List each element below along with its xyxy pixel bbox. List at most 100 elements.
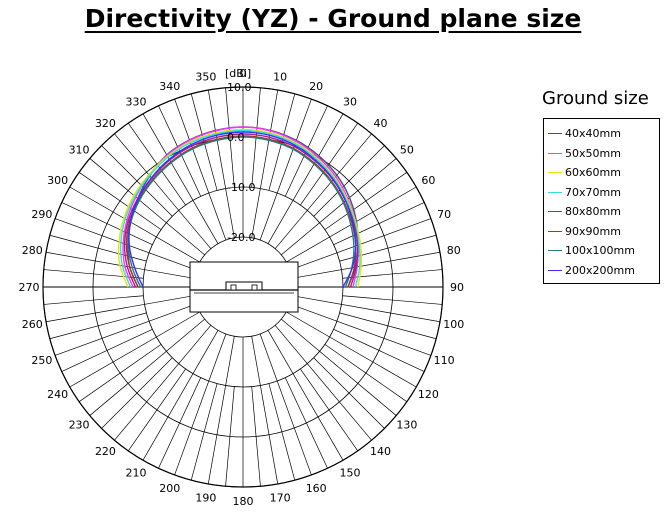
angle-tick-label: 190	[195, 492, 216, 505]
spoke-130	[281, 318, 397, 416]
spoke-50	[281, 158, 397, 256]
angle-tick-label: 290	[31, 208, 52, 221]
angle-tick-label: 10	[273, 70, 287, 83]
spoke-80	[292, 251, 441, 279]
spoke-295	[61, 202, 153, 246]
spoke-235	[78, 344, 162, 403]
spoke-300	[69, 186, 200, 263]
angle-tick-label: 90	[450, 281, 464, 294]
spoke-170	[251, 336, 279, 485]
series-line-2	[117, 128, 363, 288]
ring-label: 0.0	[227, 131, 245, 144]
angle-tick-label: 210	[126, 466, 147, 479]
spoke-175	[251, 386, 261, 487]
legend-item: 90x90mm	[544, 223, 659, 241]
spoke-20	[259, 98, 312, 241]
ring-label: -20.0	[227, 231, 255, 244]
chip-antenna	[225, 281, 263, 291]
spoke-165	[268, 383, 296, 481]
spoke-305	[78, 171, 162, 230]
spoke-65	[333, 202, 425, 246]
spoke-330	[142, 113, 219, 244]
legend-label: 100x100mm	[565, 244, 635, 257]
series-line-7	[128, 131, 357, 288]
spoke-325	[127, 122, 186, 206]
spoke-30	[267, 113, 344, 244]
spoke-120	[286, 311, 417, 388]
angle-tick-label: 230	[69, 419, 90, 432]
spoke-105	[339, 312, 437, 340]
angle-tick-label: 200	[159, 482, 180, 495]
spoke-115	[333, 328, 425, 372]
legend-swatch	[548, 172, 562, 173]
spoke-225	[101, 357, 173, 429]
spoke-230	[89, 318, 205, 416]
spoke-250	[54, 303, 197, 356]
legend-swatch	[548, 191, 562, 193]
angle-tick-label: 140	[370, 445, 391, 458]
spoke-35	[300, 122, 359, 206]
spoke-345	[190, 93, 218, 191]
legend-swatch	[548, 133, 562, 134]
spoke-200	[174, 333, 227, 476]
angle-tick-label: 260	[22, 318, 43, 331]
legend-swatch	[548, 230, 562, 232]
spoke-140	[274, 325, 372, 441]
angle-tick-label: 70	[437, 208, 451, 221]
angle-tick-label: 270	[19, 281, 40, 294]
legend-label: 60x60mm	[565, 166, 621, 179]
spoke-135	[313, 357, 385, 429]
angle-tick-label: 150	[340, 466, 361, 479]
spoke-220	[114, 325, 212, 441]
ring-label: 10.0	[227, 81, 252, 94]
spoke-150	[267, 330, 344, 461]
legend-label: 80x80mm	[565, 205, 621, 218]
spoke-100	[292, 295, 441, 323]
legend-swatch	[548, 152, 562, 154]
spoke-15	[268, 93, 296, 191]
angle-tick-label: 130	[396, 419, 417, 432]
angle-tick-label: 160	[306, 482, 327, 495]
spoke-55	[324, 171, 408, 230]
label-layer: 0 10 20 30 40 50 60 70 80 90 100 110 120 130 140 150 160…	[19, 67, 465, 508]
angle-tick-label: 330	[126, 96, 147, 109]
spoke-195	[190, 383, 218, 481]
spoke-290	[54, 218, 197, 271]
spoke-110	[289, 303, 432, 356]
legend-label: 90x90mm	[565, 224, 621, 238]
spoke-310	[89, 158, 205, 256]
angle-tick-label: 110	[434, 354, 455, 367]
spoke-210	[142, 330, 219, 461]
angle-tick-label: 0	[240, 67, 247, 80]
legend-label: 40x40mm	[565, 127, 621, 140]
angle-tick-label: 50	[400, 143, 414, 156]
angle-tick-label: 350	[195, 70, 216, 83]
spoke-125	[324, 344, 408, 403]
angle-tick-label: 180	[233, 495, 254, 508]
spoke-245	[61, 328, 153, 372]
series-line-3	[119, 129, 361, 288]
spoke-155	[284, 377, 328, 469]
polar-grid	[42, 86, 444, 488]
angle-tick-label: 220	[95, 445, 116, 458]
legend-label: 70x70mm	[565, 185, 621, 199]
ring-label: -10.0	[227, 181, 255, 194]
spoke-340	[174, 98, 227, 241]
angle-tick-label: 60	[421, 174, 435, 187]
spoke-95	[342, 295, 443, 305]
legend-item: 40x40mm	[544, 125, 659, 143]
angle-tick-label: 310	[69, 143, 90, 156]
legend: 40x40mm 50x50mm 60x60mm 70x70mm 80x80mm 90x90…	[543, 118, 660, 284]
spoke-320	[114, 133, 212, 249]
legend-item: 80x80mm	[544, 203, 659, 221]
spoke-160	[259, 333, 312, 476]
spoke-350	[207, 89, 235, 238]
legend-item: 200x200mm	[544, 262, 659, 280]
angle-tick-label: 250	[31, 354, 52, 367]
legend-swatch	[548, 250, 562, 251]
angle-tick-label: 170	[270, 492, 291, 505]
legend-label: 50x50mm	[565, 146, 621, 160]
spoke-265	[43, 295, 144, 305]
angle-tick-label: 30	[343, 96, 357, 109]
